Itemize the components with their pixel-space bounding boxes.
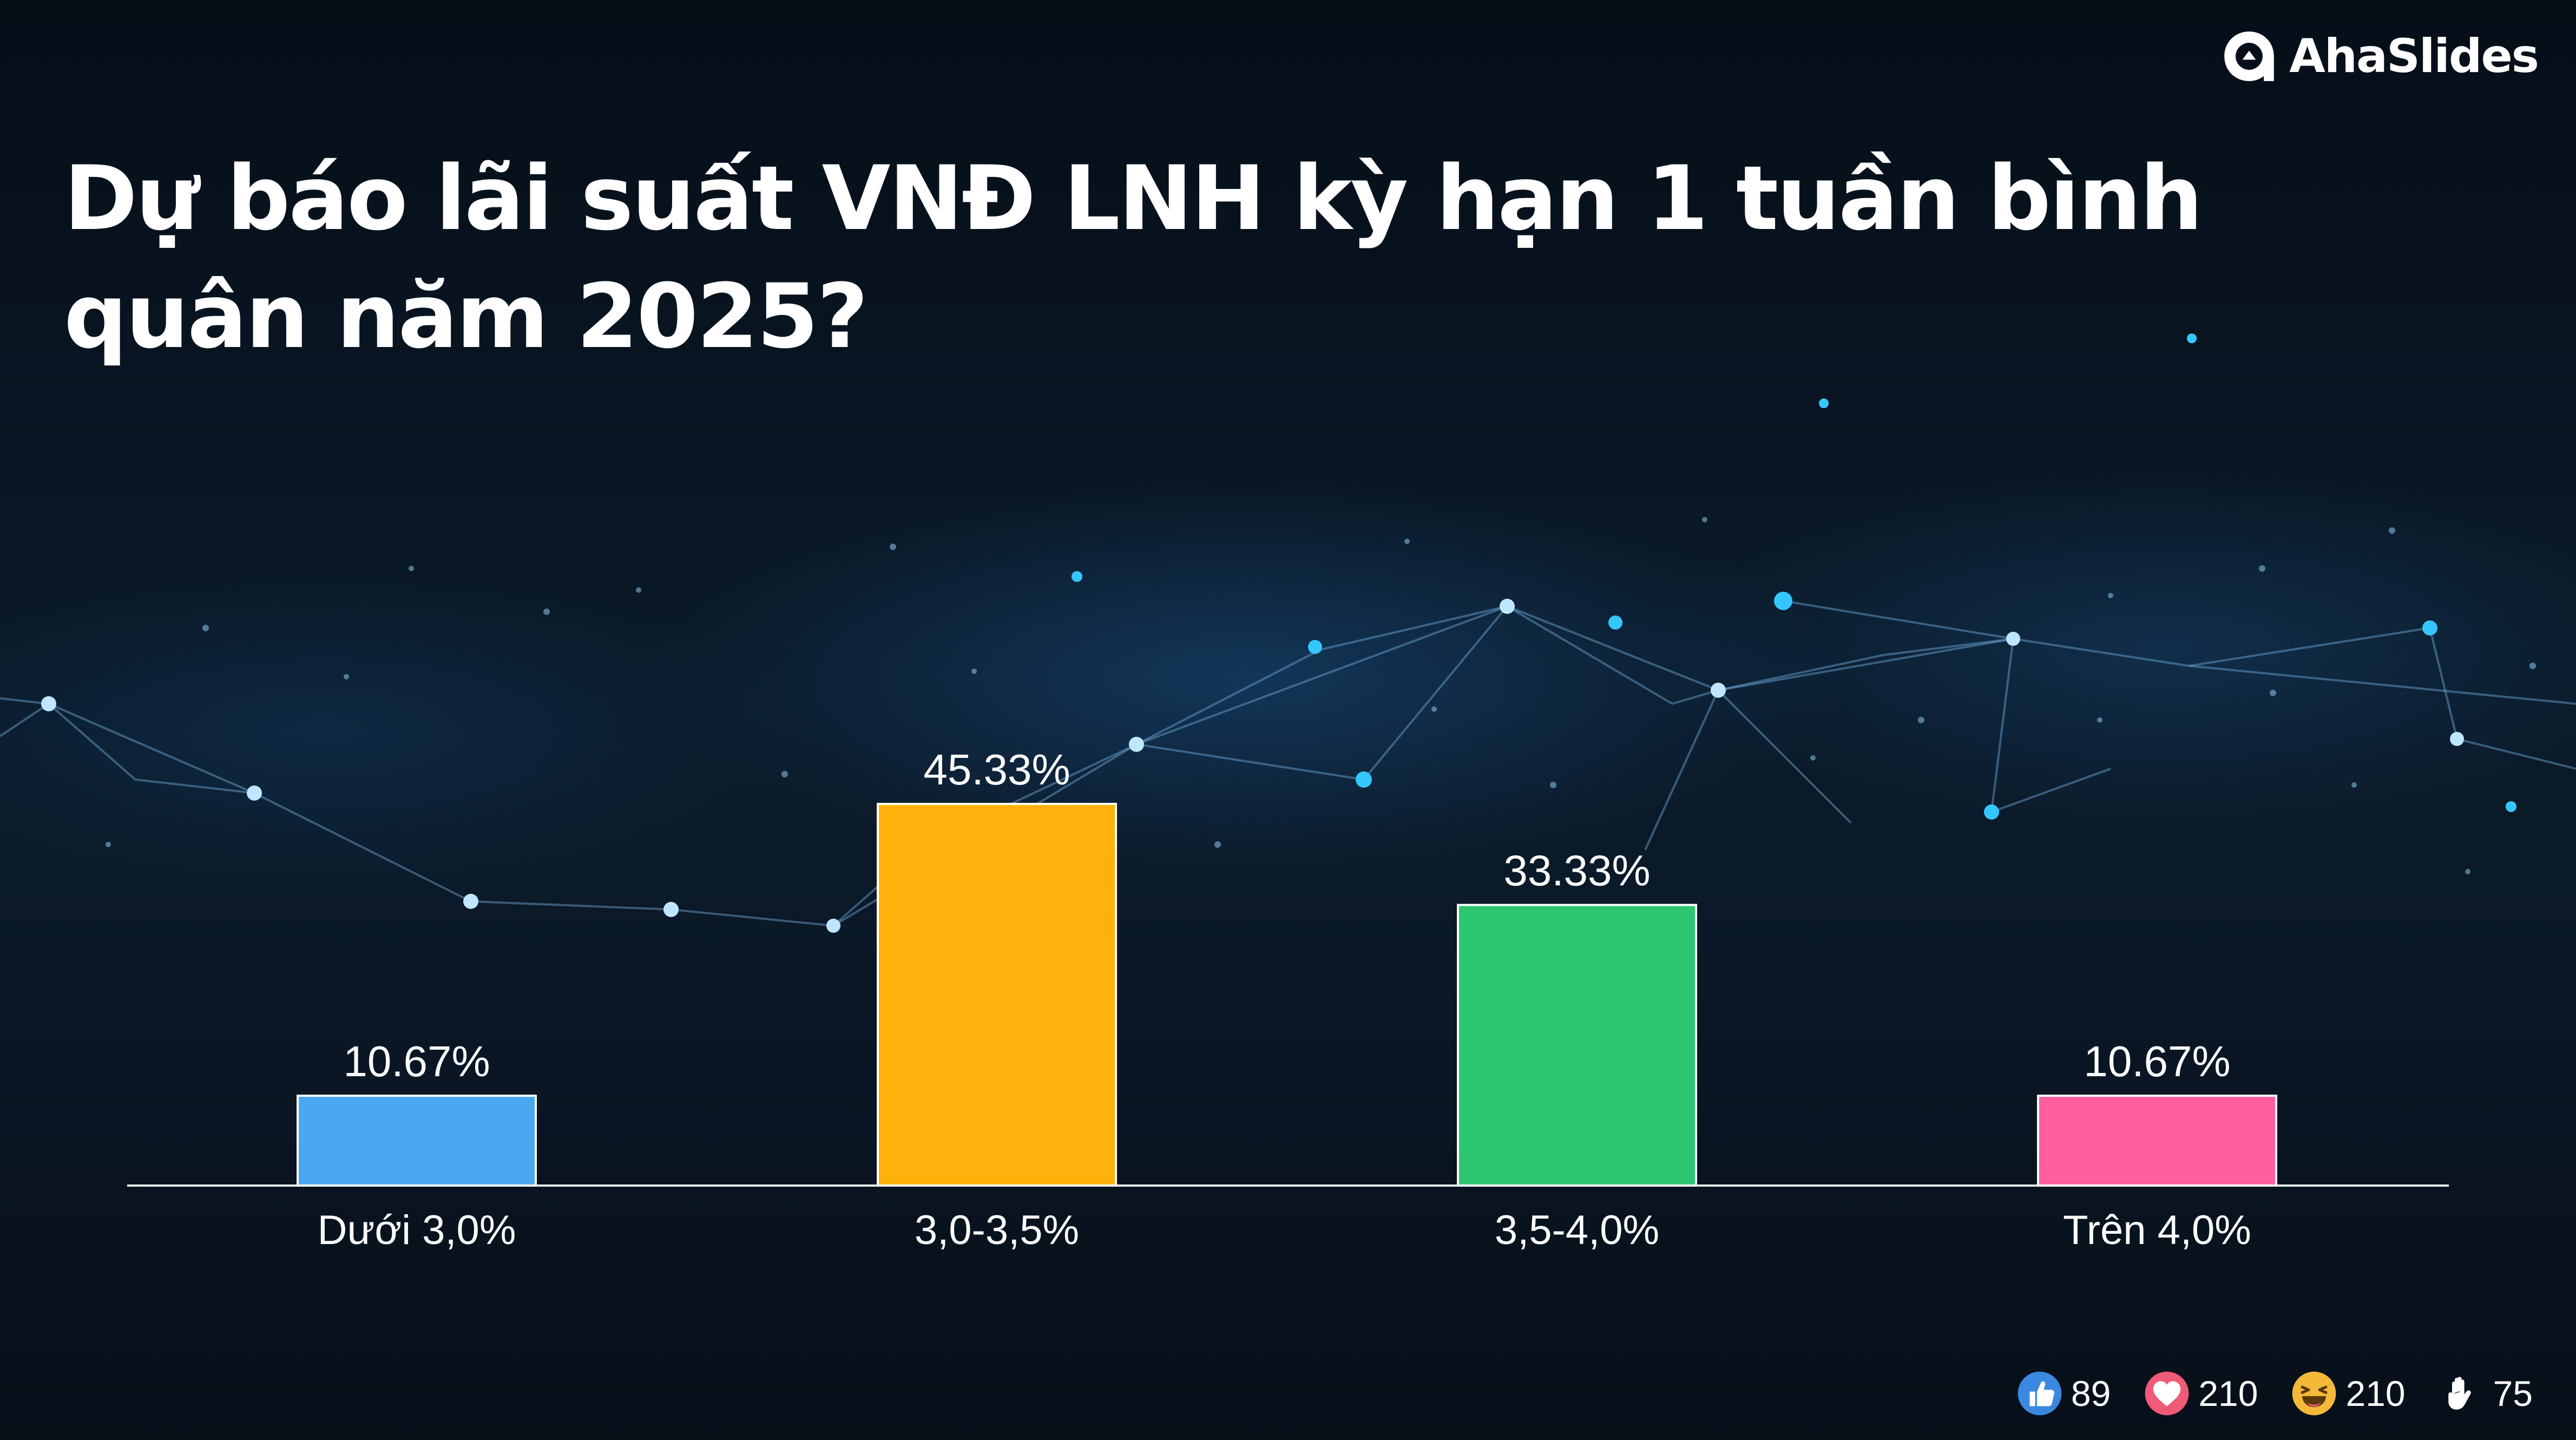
bar — [1457, 904, 1697, 1187]
reactions-bar: 89 210 210 75 — [2017, 1371, 2533, 1416]
laughing-face-icon — [2292, 1371, 2336, 1416]
category-label: Dưới 3,0% — [318, 1207, 516, 1253]
category-label: 3,0-3,5% — [915, 1207, 1079, 1253]
page-title: Dự báo lãi suất VNĐ LNH kỳ hạn 1 tuần bì… — [64, 147, 2203, 368]
reaction-count: 75 — [2493, 1373, 2533, 1413]
bar-value-label: 10.67% — [2084, 1037, 2230, 1085]
heart-icon — [2145, 1371, 2189, 1416]
ahaslides-logo[interactable]: AhaSlides — [2221, 28, 2539, 84]
bar-value-label: 45.33% — [923, 745, 1070, 794]
bar-value-label: 33.33% — [1503, 847, 1650, 895]
reaction-count: 89 — [2071, 1373, 2111, 1413]
reaction-laugh[interactable]: 210 — [2291, 1371, 2406, 1416]
bar — [2037, 1095, 2277, 1187]
category-label: Trên 4,0% — [2063, 1207, 2251, 1253]
brand-name: AhaSlides — [2289, 29, 2539, 83]
reaction-raise-hand[interactable]: 75 — [2439, 1371, 2533, 1416]
reaction-count: 210 — [2345, 1373, 2406, 1413]
bar-value-label: 10.67% — [343, 1037, 490, 1085]
reaction-count: 210 — [2198, 1373, 2258, 1413]
bar — [297, 1095, 537, 1187]
bar — [877, 803, 1117, 1187]
category-label: 3,5-4,0% — [1495, 1207, 1659, 1253]
reaction-like[interactable]: 89 — [2017, 1371, 2111, 1416]
thumbs-up-icon — [2018, 1371, 2062, 1416]
ahaslides-logo-icon — [2224, 31, 2274, 81]
reaction-heart[interactable]: 210 — [2144, 1371, 2258, 1416]
raised-hand-icon — [2448, 1377, 2471, 1410]
